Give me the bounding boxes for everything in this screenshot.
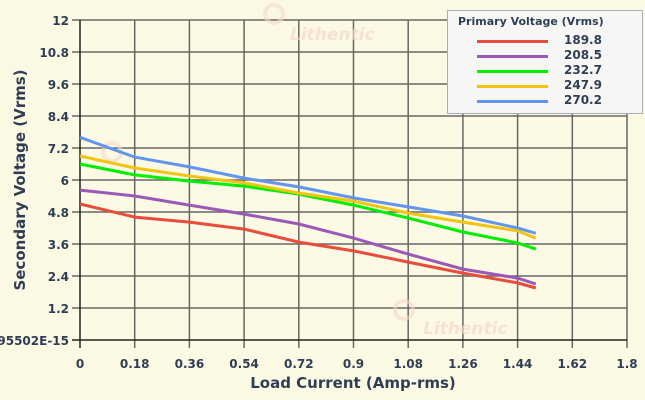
y-tick-label: 10.8 xyxy=(39,46,69,60)
x-tick-label: 0.18 xyxy=(120,357,150,371)
series-line-270.2 xyxy=(79,135,537,235)
watermark-text: Lithentic xyxy=(423,319,508,339)
legend-item: 232.7 xyxy=(477,63,627,78)
legend-swatch xyxy=(477,55,548,58)
series-line-247.9 xyxy=(79,154,537,240)
series-lines xyxy=(79,135,537,290)
series-line-208.5 xyxy=(79,188,537,286)
x-tick-label: 0 xyxy=(76,357,84,371)
y-tick-label: 7.2 xyxy=(48,142,69,156)
x-axis-title: Load Current (Amp-rms) xyxy=(250,374,456,392)
legend-swatch xyxy=(477,85,548,88)
series-line-189.8 xyxy=(79,202,537,290)
legend-label: 189.8 xyxy=(564,33,602,47)
y-tick-label: 4.8 xyxy=(48,206,69,220)
legend-swatch xyxy=(477,100,548,103)
y-tick-label: 1.2 xyxy=(48,302,69,316)
y-tick-label: 9.6 xyxy=(48,78,69,92)
x-tick-label: 1.26 xyxy=(448,357,478,371)
y-tick-label: 3.6 xyxy=(48,238,69,252)
y-tick-label: 95502E-15 xyxy=(0,334,69,348)
legend: Primary Voltage (Vrms) 189.8 208.5 232.7 24… xyxy=(447,10,643,114)
axes xyxy=(72,20,627,348)
legend-label: 247.9 xyxy=(564,78,602,92)
legend-item: 208.5 xyxy=(477,48,627,63)
legend-item: 189.8 xyxy=(477,33,627,48)
x-tick-label: 0.72 xyxy=(284,357,314,371)
legend-item: 247.9 xyxy=(477,78,627,93)
x-tick-label: 0.9 xyxy=(343,357,364,371)
x-tick-label: 1.08 xyxy=(393,357,423,371)
legend-swatch xyxy=(477,40,548,43)
watermarks: Lithentic Lithentic xyxy=(101,3,508,339)
legend-label: 270.2 xyxy=(564,93,602,107)
x-tick-label: 0.36 xyxy=(175,357,205,371)
y-axis-title: Secondary Voltage (Vrms) xyxy=(11,69,29,290)
series-line-232.7 xyxy=(79,162,537,251)
x-tick-label: 1.62 xyxy=(557,357,587,371)
legend-label: 232.7 xyxy=(564,63,602,77)
x-tick-label: 0.54 xyxy=(229,357,259,371)
x-tick-label: 1.44 xyxy=(503,357,533,371)
y-tick-label: 6 xyxy=(61,174,69,188)
legend-swatch xyxy=(477,70,548,73)
legend-item: 270.2 xyxy=(477,93,627,108)
tick-labels: 0 0.18 0.36 0.54 0.72 0.9 1.08 1.26 1.44 1.62 1.89… xyxy=(0,14,638,371)
y-tick-label: 12 xyxy=(52,14,69,28)
legend-label: 208.5 xyxy=(564,48,602,62)
watermark-text: Lithentic xyxy=(290,25,375,45)
x-tick-label: 1.8 xyxy=(616,357,637,371)
legend-title: Primary Voltage (Vrms) xyxy=(458,15,604,28)
y-tick-label: 8.4 xyxy=(48,110,69,124)
y-tick-label: 2.4 xyxy=(48,270,69,284)
